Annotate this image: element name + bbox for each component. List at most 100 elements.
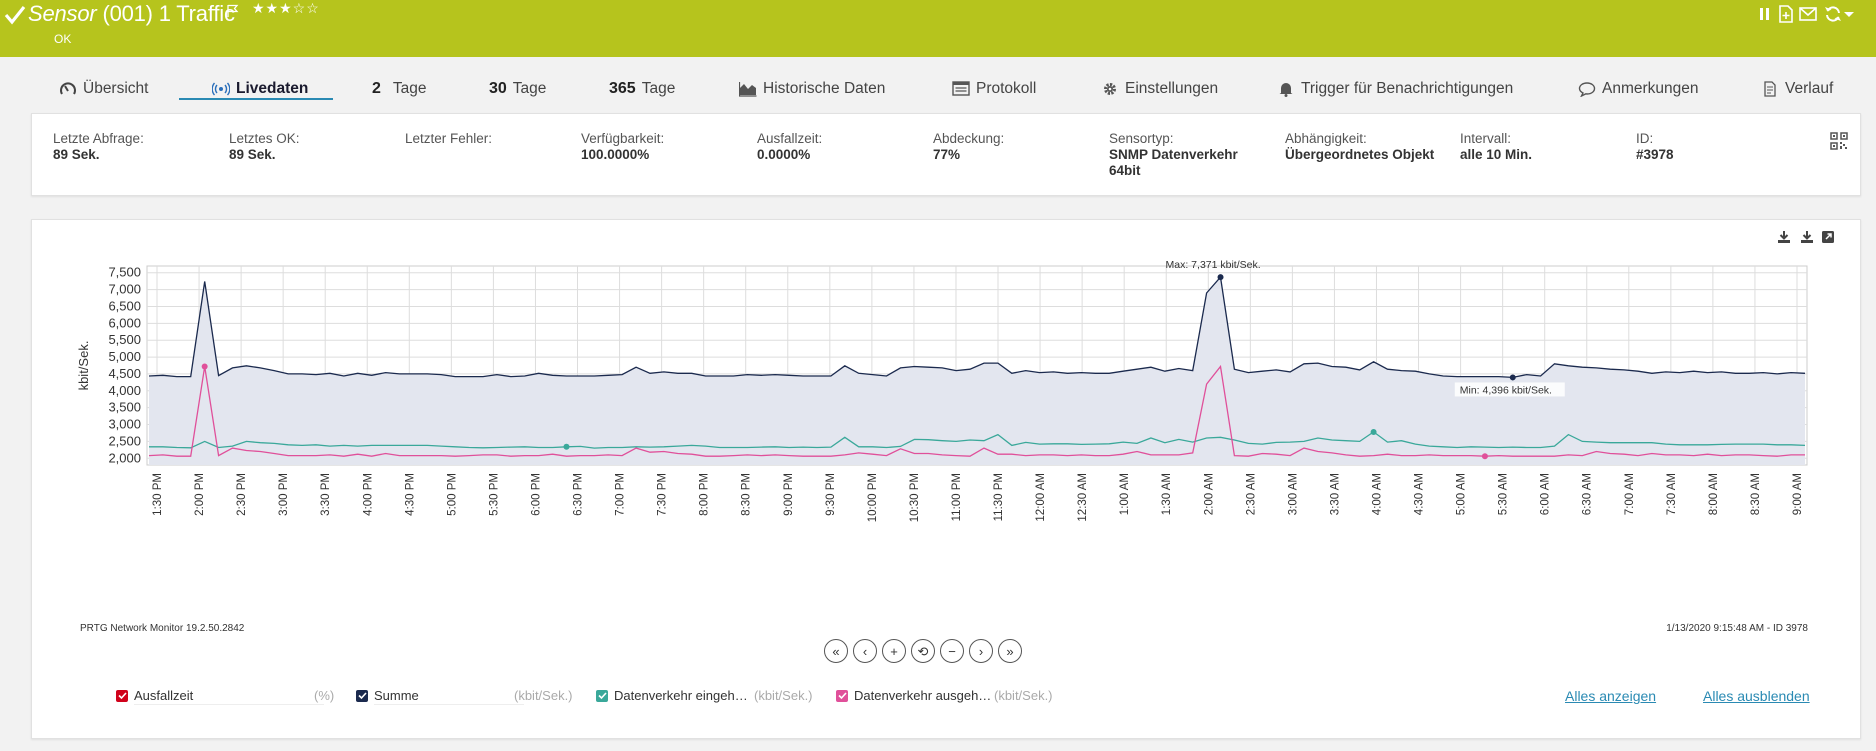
prtg-version-label: PRTG Network Monitor 19.2.50.2842 [80, 623, 245, 634]
tab-label: Historische Daten [763, 80, 886, 97]
tab-bar: Übersicht Livedaten 2 Tage 30 Tage 365 Tage… [0, 70, 1876, 104]
download-csv-icon[interactable] [1800, 230, 1814, 244]
x-tick-label: 2:00 PM [194, 473, 206, 516]
info-interval: Intervall: alle 10 Min. [1460, 131, 1630, 163]
checkbox-checked-icon[interactable] [836, 689, 848, 702]
comment-icon [1578, 82, 1596, 97]
info-downtime: Ausfallzeit: 0.0000% [757, 131, 927, 163]
hide-all-link[interactable]: Alles ausblenden [1703, 688, 1810, 704]
show-all-link[interactable]: Alles anzeigen [1565, 688, 1657, 704]
info-dependency: Abhängigkeit: Übergeordnetes Objekt [1285, 131, 1455, 163]
qr-code-icon[interactable] [1830, 132, 1848, 150]
tab-label: Übersicht [83, 80, 149, 97]
add-page-icon[interactable] [1777, 5, 1795, 23]
x-tick-label: 12:00 AM [1035, 473, 1047, 522]
legend-underline [134, 704, 324, 705]
nav-prev-button[interactable]: ‹ [853, 639, 877, 663]
tab-label: Protokoll [976, 80, 1037, 97]
legend-item-downtime[interactable]: Ausfallzeit (%) [116, 688, 334, 705]
legend-item-traffic-in[interactable]: Datenverkehr eingeh… (kbit/Sek.) [596, 688, 813, 703]
tab-history[interactable]: Verlauf [1761, 80, 1833, 98]
traffic-out-min-marker [1481, 453, 1488, 460]
info-label: Abhängigkeit: [1285, 131, 1367, 146]
mail-icon[interactable] [1799, 5, 1817, 23]
live-data-graph-panel: 1:30 PM 2:00 PM 2:30 PM 3:00 PM 3:30 PM 4:00 … [31, 219, 1861, 739]
y-tick-label: 2,500 [108, 433, 141, 448]
traffic-in-min-marker [563, 443, 570, 450]
sensor-name: (001) 1 Traffic [102, 1, 235, 26]
priority-stars[interactable]: ★★★☆☆ [252, 0, 320, 16]
x-tick-label: 10:30 PM [909, 473, 921, 522]
history-icon [1764, 81, 1776, 97]
x-tick-label: 1:30 PM [152, 473, 164, 516]
zoom-out-button[interactable]: − [940, 639, 964, 663]
chart-legend: Ausfallzeit (%) Summe (kbit/Sek.) Datenv… [80, 688, 1840, 708]
legend-unit: (kbit/Sek.) [994, 688, 1053, 703]
bell-icon [1279, 83, 1293, 97]
tab-2-days[interactable]: 2 Tage [372, 80, 427, 98]
y-tick-label: 6,500 [108, 298, 141, 313]
dropdown-caret-icon[interactable] [1843, 5, 1855, 23]
tab-settings[interactable]: Einstellungen [1101, 80, 1218, 98]
y-tick-label: 3,500 [108, 400, 141, 415]
refresh-icon[interactable] [1824, 5, 1842, 23]
x-tick-label: 3:00 AM [1287, 473, 1299, 515]
y-tick-label: 5,000 [108, 349, 141, 364]
checkbox-checked-icon[interactable] [116, 689, 128, 702]
live-icon [212, 82, 230, 96]
x-tick-label: 8:00 AM [1708, 473, 1720, 515]
tab-notification-triggers[interactable]: Trigger für Benachrichtigungen [1277, 80, 1513, 98]
max-point-marker [1217, 274, 1224, 281]
reset-zoom-button[interactable]: ⟲ [911, 639, 935, 663]
nav-next-button[interactable]: › [969, 639, 993, 663]
legend-unit: (%) [314, 688, 335, 703]
graph-timestamp-label: 1/13/2020 9:15:48 AM - ID 3978 [1666, 623, 1808, 634]
tab-label: Anmerkungen [1602, 80, 1699, 97]
flag-icon[interactable] [226, 4, 240, 18]
expand-icon[interactable] [1821, 230, 1835, 244]
info-label: Verfügbarkeit: [581, 131, 665, 146]
legend-item-sum[interactable]: Summe (kbit/Sek.) [356, 688, 573, 705]
info-label: Sensortyp: [1109, 131, 1174, 146]
x-tick-label: 4:00 AM [1371, 473, 1383, 515]
x-tick-label: 7:30 PM [657, 473, 669, 516]
x-tick-label: 10:00 PM [867, 473, 879, 522]
pause-icon[interactable] [1756, 5, 1774, 23]
legend-item-traffic-out[interactable]: Datenverkehr ausgeh… (kbit/Sek.) [836, 688, 1053, 703]
legend-name: Datenverkehr ausgeh… [854, 688, 992, 703]
traffic-chart: 1:30 PM 2:00 PM 2:30 PM 3:00 PM 3:30 PM 4:00 … [76, 259, 1808, 522]
info-value: 100.0000% [581, 147, 650, 162]
y-tick-label: 4,500 [108, 366, 141, 381]
zoom-in-button[interactable]: + [882, 639, 906, 663]
x-tick-label: 8:30 PM [741, 473, 753, 516]
info-label: Letzte Abfrage: [53, 131, 144, 146]
info-value: 0.0000% [757, 147, 811, 162]
tab-comments[interactable]: Anmerkungen [1578, 80, 1699, 98]
x-tick-label: 2:00 AM [1203, 473, 1215, 515]
checkbox-checked-icon[interactable] [356, 689, 368, 702]
tab-log[interactable]: Protokoll [952, 80, 1036, 98]
x-tick-label: 8:00 PM [699, 473, 711, 516]
tab-overview[interactable]: Übersicht [59, 80, 148, 98]
tab-30-days[interactable]: 30 Tage [489, 80, 546, 98]
y-tick-label: 6,000 [108, 315, 141, 330]
tab-365-days[interactable]: 365 Tage [609, 80, 675, 98]
info-label: Letzter Fehler: [405, 131, 493, 146]
info-value: SNMP Datenverkehr 64bit [1109, 147, 1238, 178]
nav-last-button[interactable]: » [998, 639, 1022, 663]
legend-name: Summe [374, 688, 419, 703]
checkbox-checked-icon[interactable] [596, 689, 608, 702]
download-icon[interactable] [1777, 230, 1791, 244]
legend-name: Ausfallzeit [134, 688, 194, 703]
series-line-sum [148, 275, 1806, 379]
tab-label: Trigger für Benachrichtigungen [1301, 80, 1514, 97]
tab-number: 30 [489, 80, 507, 97]
tab-number: 365 [609, 80, 636, 97]
info-label: Letztes OK: [229, 131, 300, 146]
tab-historic-data[interactable]: Historische Daten [739, 80, 885, 98]
tab-livedata[interactable]: Livedaten [212, 80, 308, 98]
x-tick-label: 3:30 AM [1329, 473, 1341, 515]
nav-first-button[interactable]: « [824, 639, 848, 663]
info-value: #3978 [1636, 147, 1674, 162]
tab-label: Verlauf [1785, 80, 1834, 97]
